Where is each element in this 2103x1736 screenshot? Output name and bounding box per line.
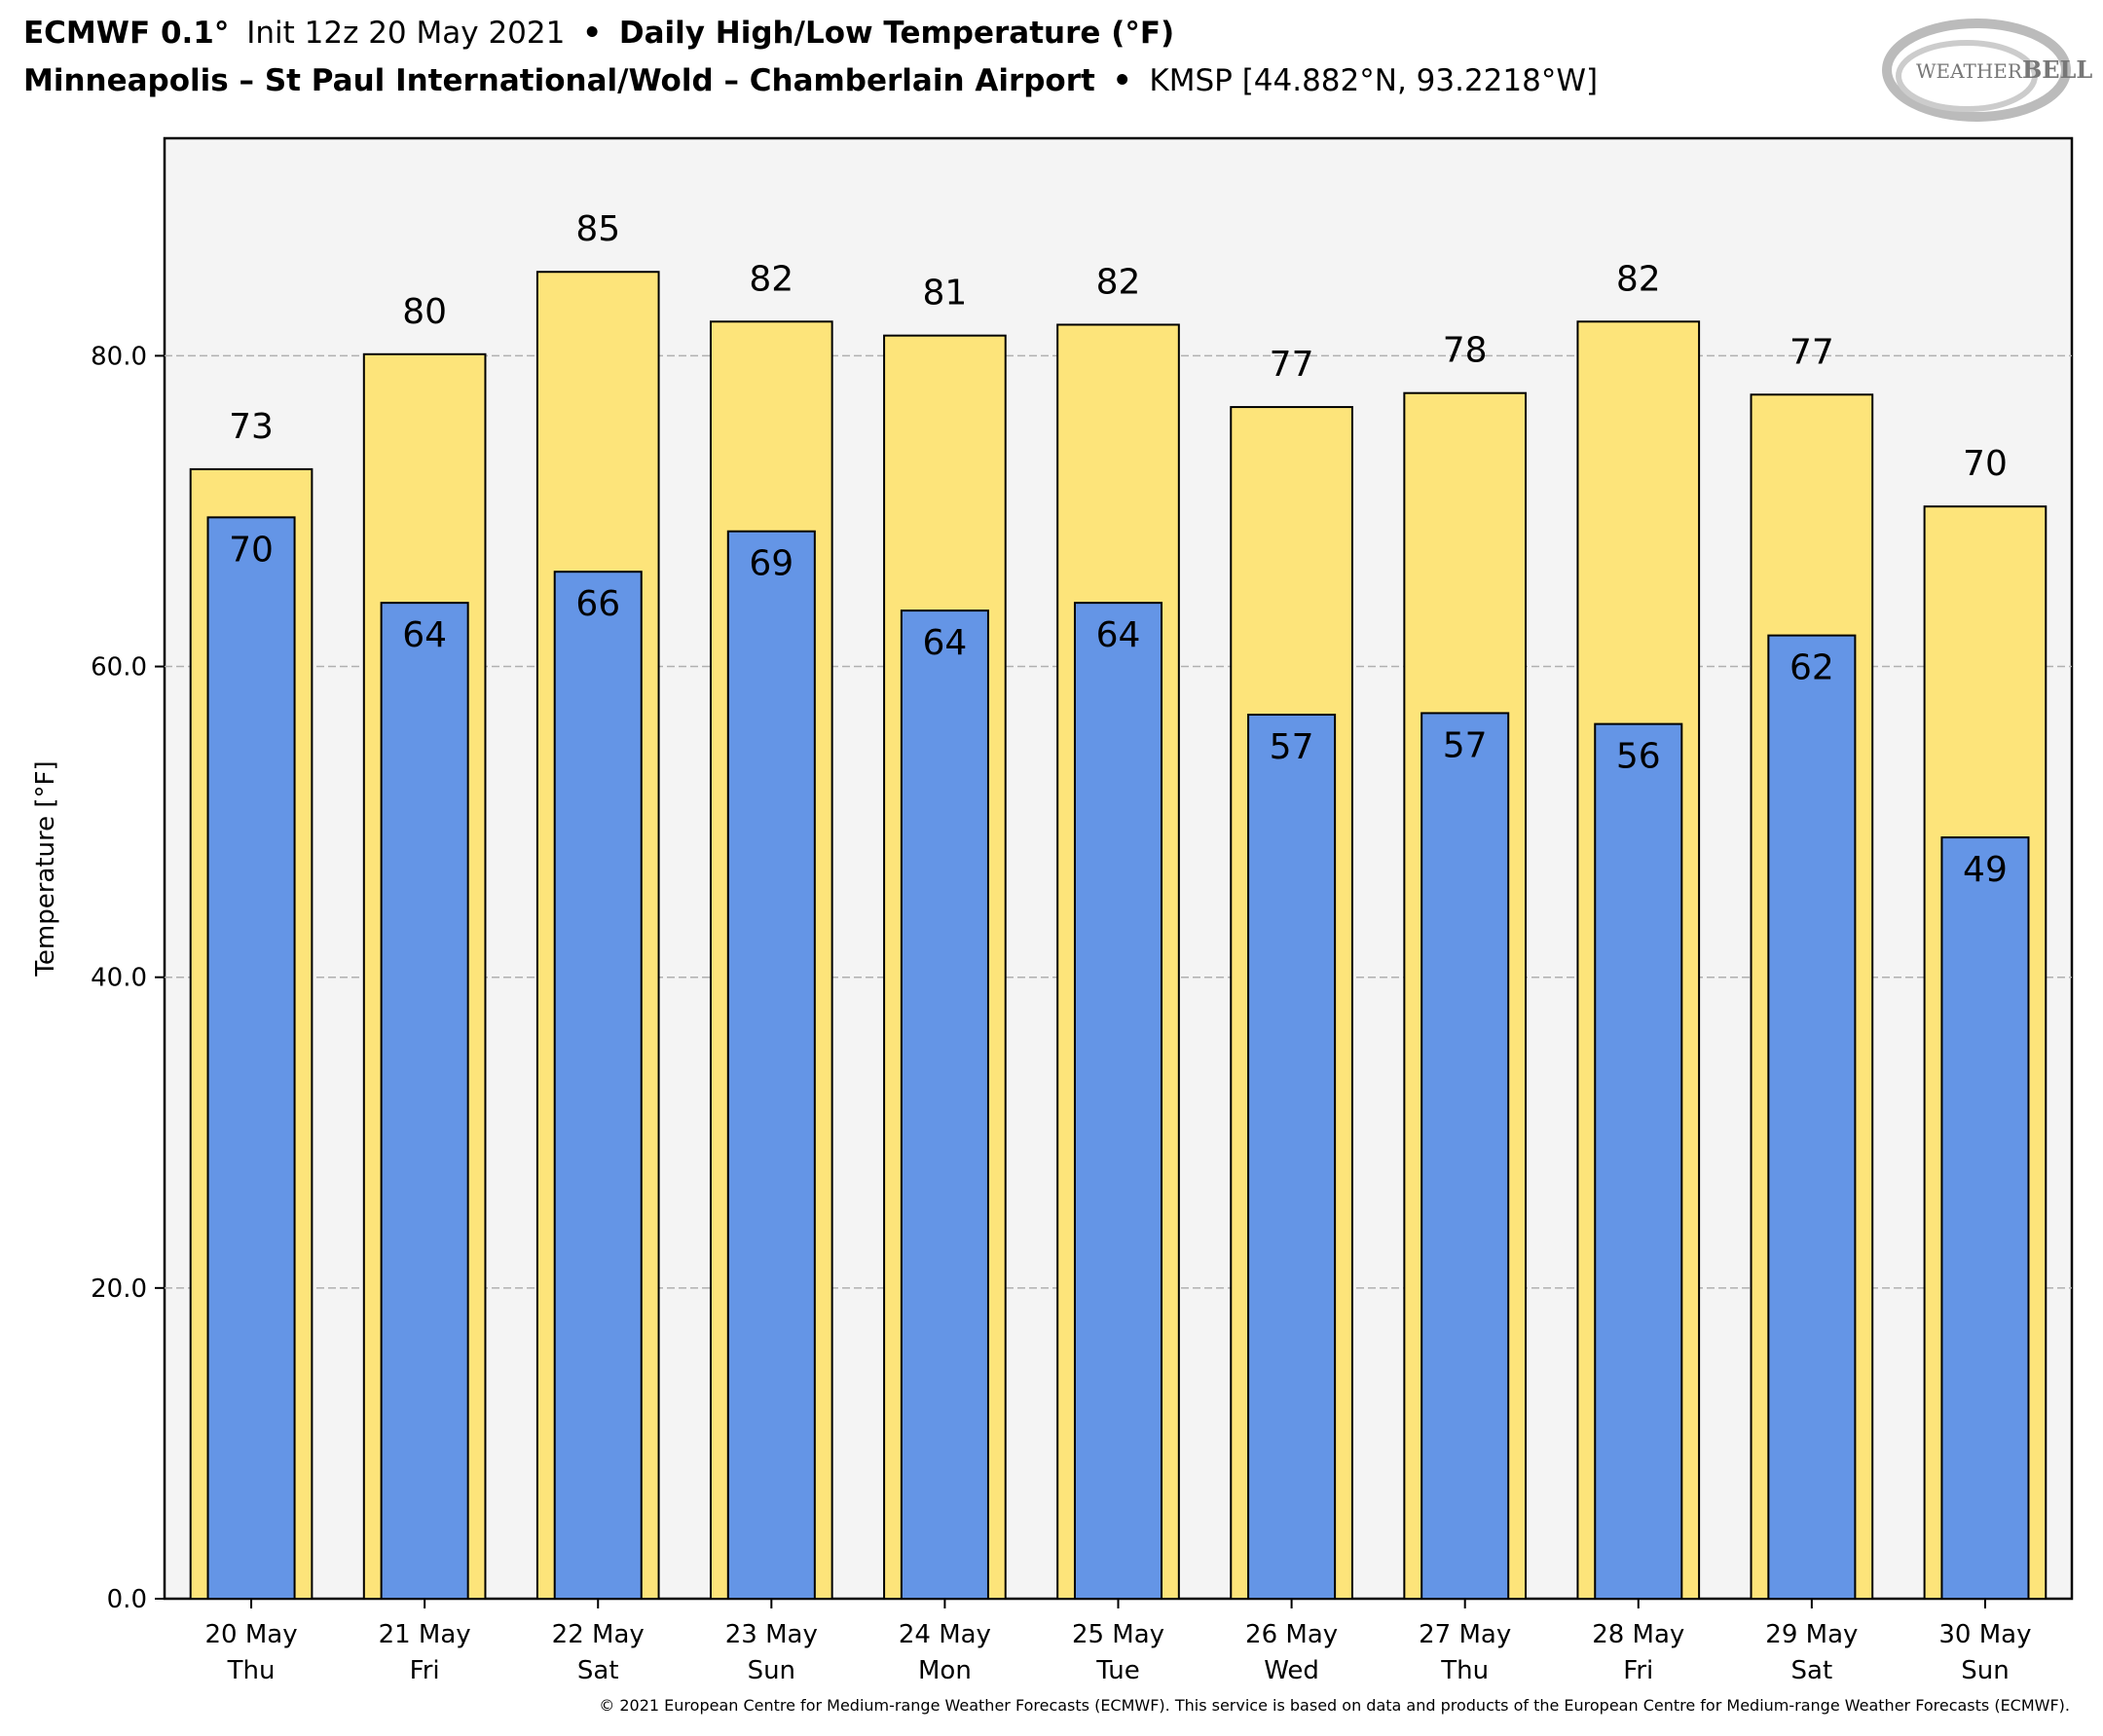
high-value-label: 80 — [402, 292, 447, 332]
low-bar — [1594, 722, 1683, 1600]
x-tick-day: Sat — [577, 1656, 619, 1685]
low-bar — [553, 571, 643, 1600]
low-bar — [726, 530, 816, 1600]
y-tick-label: 40.0 — [91, 964, 147, 993]
low-bar — [380, 602, 469, 1600]
x-axis: 20 May Thu 21 May Fri 22 May Sat 23 May Sun 24 M… — [204, 1599, 2032, 1685]
high-value-label: 82 — [1096, 262, 1141, 302]
high-value-label: 82 — [749, 259, 793, 299]
x-tick-date: 28 May — [1592, 1620, 1684, 1649]
x-tick-day: Sun — [1961, 1656, 2009, 1685]
low-value-label: 64 — [923, 623, 968, 663]
high-value-label: 78 — [1443, 331, 1488, 371]
svg-text:Minneapolis – St Paul Internat: Minneapolis – St Paul International/Wold… — [23, 63, 1598, 98]
x-tick-date: 24 May — [899, 1620, 991, 1649]
x-tick-date: 27 May — [1419, 1620, 1511, 1649]
low-value-label: 57 — [1270, 727, 1314, 767]
header: ECMWF 0.1° Init 12z 20 May 2021 • Daily … — [23, 16, 1598, 98]
low-value-label: 66 — [575, 584, 620, 624]
low-value-label: 69 — [749, 544, 793, 584]
x-tick-day: Mon — [918, 1656, 972, 1685]
low-value-label: 56 — [1616, 737, 1661, 777]
value-labels: 73 80 85 82 81 82 77 78 82 77 70 70 64 66 69 64 64 57 57 56… — [229, 209, 2008, 890]
model-name: ECMWF 0.1° — [23, 16, 229, 51]
x-tick-day: Sun — [748, 1656, 795, 1685]
low-bar — [1247, 714, 1337, 1600]
x-tick-day: Tue — [1095, 1656, 1139, 1685]
x-tick-date: 29 May — [1765, 1620, 1858, 1649]
high-value-label: 70 — [1963, 444, 2008, 484]
high-value-label: 73 — [229, 407, 274, 447]
product-title: Daily High/Low Temperature (°F) — [619, 16, 1174, 51]
x-tick-date: 21 May — [379, 1620, 471, 1649]
weatherbell-logo: WEATHERBELL — [1882, 18, 2092, 122]
bars — [189, 271, 2048, 1601]
high-value-label: 82 — [1616, 259, 1661, 299]
x-tick-day: Sat — [1791, 1656, 1833, 1685]
y-tick-label: 0.0 — [107, 1585, 147, 1614]
low-value-label: 62 — [1789, 648, 1834, 688]
low-value-label: 64 — [1096, 615, 1141, 655]
separator: • — [1113, 63, 1132, 98]
x-tick-day: Thu — [1440, 1656, 1489, 1685]
low-bar — [900, 609, 989, 1600]
x-tick-date: 23 May — [725, 1620, 818, 1649]
y-tick-label: 60.0 — [91, 653, 147, 683]
station-name: Minneapolis – St Paul International/Wold… — [23, 63, 1095, 98]
x-tick-day: Thu — [227, 1656, 276, 1685]
x-tick-day: Fri — [1623, 1656, 1653, 1685]
x-tick-date: 26 May — [1245, 1620, 1338, 1649]
low-value-label: 70 — [229, 530, 274, 570]
y-axis: 0.0 20.0 40.0 60.0 80.0 — [91, 342, 165, 1614]
low-bar — [1420, 712, 1510, 1600]
x-tick-date: 22 May — [552, 1620, 645, 1649]
x-tick-day: Fri — [410, 1656, 440, 1685]
station-id: KMSP [44.882°N, 93.2218°W] — [1149, 63, 1598, 98]
x-tick-date: 20 May — [204, 1620, 297, 1649]
svg-text:WEATHERBELL: WEATHERBELL — [1916, 55, 2092, 84]
copyright-footer: © 2021 European Centre for Medium-range … — [599, 1696, 2070, 1715]
low-bar — [1940, 836, 2030, 1600]
y-axis-label: Temperature [°F] — [31, 760, 60, 977]
low-value-label: 64 — [402, 615, 447, 655]
init-time: Init 12z 20 May 2021 — [246, 16, 565, 51]
x-tick-day: Wed — [1264, 1656, 1319, 1685]
low-value-label: 57 — [1443, 725, 1488, 765]
svg-text:ECMWF 0.1° Init 12z 20 M: ECMWF 0.1° Init 12z 20 May 2021 • Daily … — [23, 16, 1174, 51]
low-bar — [1073, 602, 1163, 1600]
low-bar — [206, 516, 296, 1600]
high-value-label: 77 — [1789, 332, 1834, 372]
high-value-label: 81 — [923, 274, 968, 314]
separator: • — [582, 16, 602, 51]
y-tick-label: 80.0 — [91, 342, 147, 371]
x-tick-date: 25 May — [1072, 1620, 1164, 1649]
low-bar — [1767, 634, 1857, 1600]
high-value-label: 77 — [1270, 345, 1314, 385]
x-tick-date: 30 May — [1938, 1620, 2031, 1649]
high-value-label: 85 — [575, 209, 620, 249]
low-value-label: 49 — [1963, 850, 2008, 890]
y-tick-label: 20.0 — [91, 1274, 147, 1304]
